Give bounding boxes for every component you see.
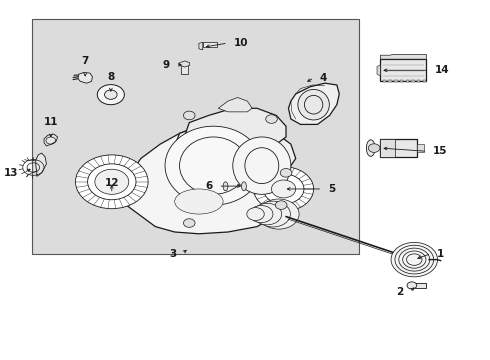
Circle shape — [271, 180, 295, 198]
Circle shape — [88, 164, 136, 200]
Polygon shape — [122, 123, 286, 234]
Text: 4: 4 — [320, 73, 327, 83]
Bar — [380, 139, 416, 157]
Bar — [203, 42, 217, 47]
Ellipse shape — [242, 182, 246, 191]
Text: 10: 10 — [234, 38, 248, 48]
Text: 5: 5 — [328, 184, 335, 194]
Bar — [32, 19, 359, 253]
Ellipse shape — [304, 95, 323, 114]
Bar — [383, 80, 386, 82]
Circle shape — [395, 245, 434, 274]
Text: 7: 7 — [81, 56, 89, 66]
Bar — [380, 139, 395, 157]
Circle shape — [399, 248, 430, 271]
Polygon shape — [199, 42, 203, 50]
Circle shape — [263, 174, 304, 204]
Text: 6: 6 — [205, 181, 213, 191]
Ellipse shape — [175, 189, 223, 214]
Bar — [181, 63, 188, 74]
Circle shape — [95, 169, 129, 194]
Ellipse shape — [223, 182, 228, 191]
Circle shape — [403, 251, 426, 268]
Text: 3: 3 — [169, 248, 176, 258]
Polygon shape — [377, 65, 380, 76]
Text: 13: 13 — [3, 168, 18, 178]
Circle shape — [266, 115, 277, 123]
Ellipse shape — [298, 89, 329, 120]
Text: 11: 11 — [44, 117, 58, 127]
Bar — [394, 80, 397, 82]
Circle shape — [258, 199, 299, 229]
Text: 15: 15 — [433, 146, 448, 156]
Bar — [400, 80, 403, 82]
Bar — [380, 59, 426, 81]
Polygon shape — [170, 123, 295, 194]
Circle shape — [183, 111, 195, 120]
Circle shape — [368, 144, 380, 152]
Circle shape — [275, 201, 287, 210]
Polygon shape — [36, 153, 47, 176]
Circle shape — [256, 201, 291, 227]
Polygon shape — [184, 108, 286, 155]
Bar — [406, 80, 409, 82]
Circle shape — [254, 167, 314, 211]
Circle shape — [104, 90, 117, 99]
Polygon shape — [179, 61, 190, 67]
Ellipse shape — [245, 148, 279, 184]
Circle shape — [407, 282, 416, 289]
Circle shape — [98, 85, 124, 105]
Circle shape — [253, 203, 282, 225]
Bar — [225, 182, 244, 191]
Circle shape — [183, 219, 195, 227]
Text: 1: 1 — [437, 248, 444, 258]
Text: 9: 9 — [163, 59, 170, 69]
Text: 12: 12 — [104, 178, 119, 188]
Bar — [422, 80, 426, 82]
Circle shape — [75, 155, 148, 209]
Circle shape — [247, 208, 264, 221]
Ellipse shape — [165, 126, 262, 205]
Text: 8: 8 — [107, 72, 115, 82]
Polygon shape — [44, 134, 58, 146]
Polygon shape — [289, 83, 339, 125]
Circle shape — [391, 242, 438, 277]
Circle shape — [407, 254, 422, 265]
Bar — [411, 80, 415, 82]
Bar — [415, 283, 426, 288]
Bar — [389, 80, 392, 82]
Ellipse shape — [367, 140, 375, 156]
Polygon shape — [78, 72, 93, 83]
Circle shape — [250, 206, 273, 223]
Text: 2: 2 — [396, 287, 404, 297]
Ellipse shape — [233, 137, 291, 194]
Circle shape — [280, 168, 292, 177]
Bar — [417, 80, 420, 82]
Ellipse shape — [179, 137, 247, 194]
Text: 14: 14 — [435, 65, 449, 75]
Polygon shape — [380, 54, 426, 59]
Bar — [416, 144, 424, 152]
Polygon shape — [218, 98, 252, 112]
